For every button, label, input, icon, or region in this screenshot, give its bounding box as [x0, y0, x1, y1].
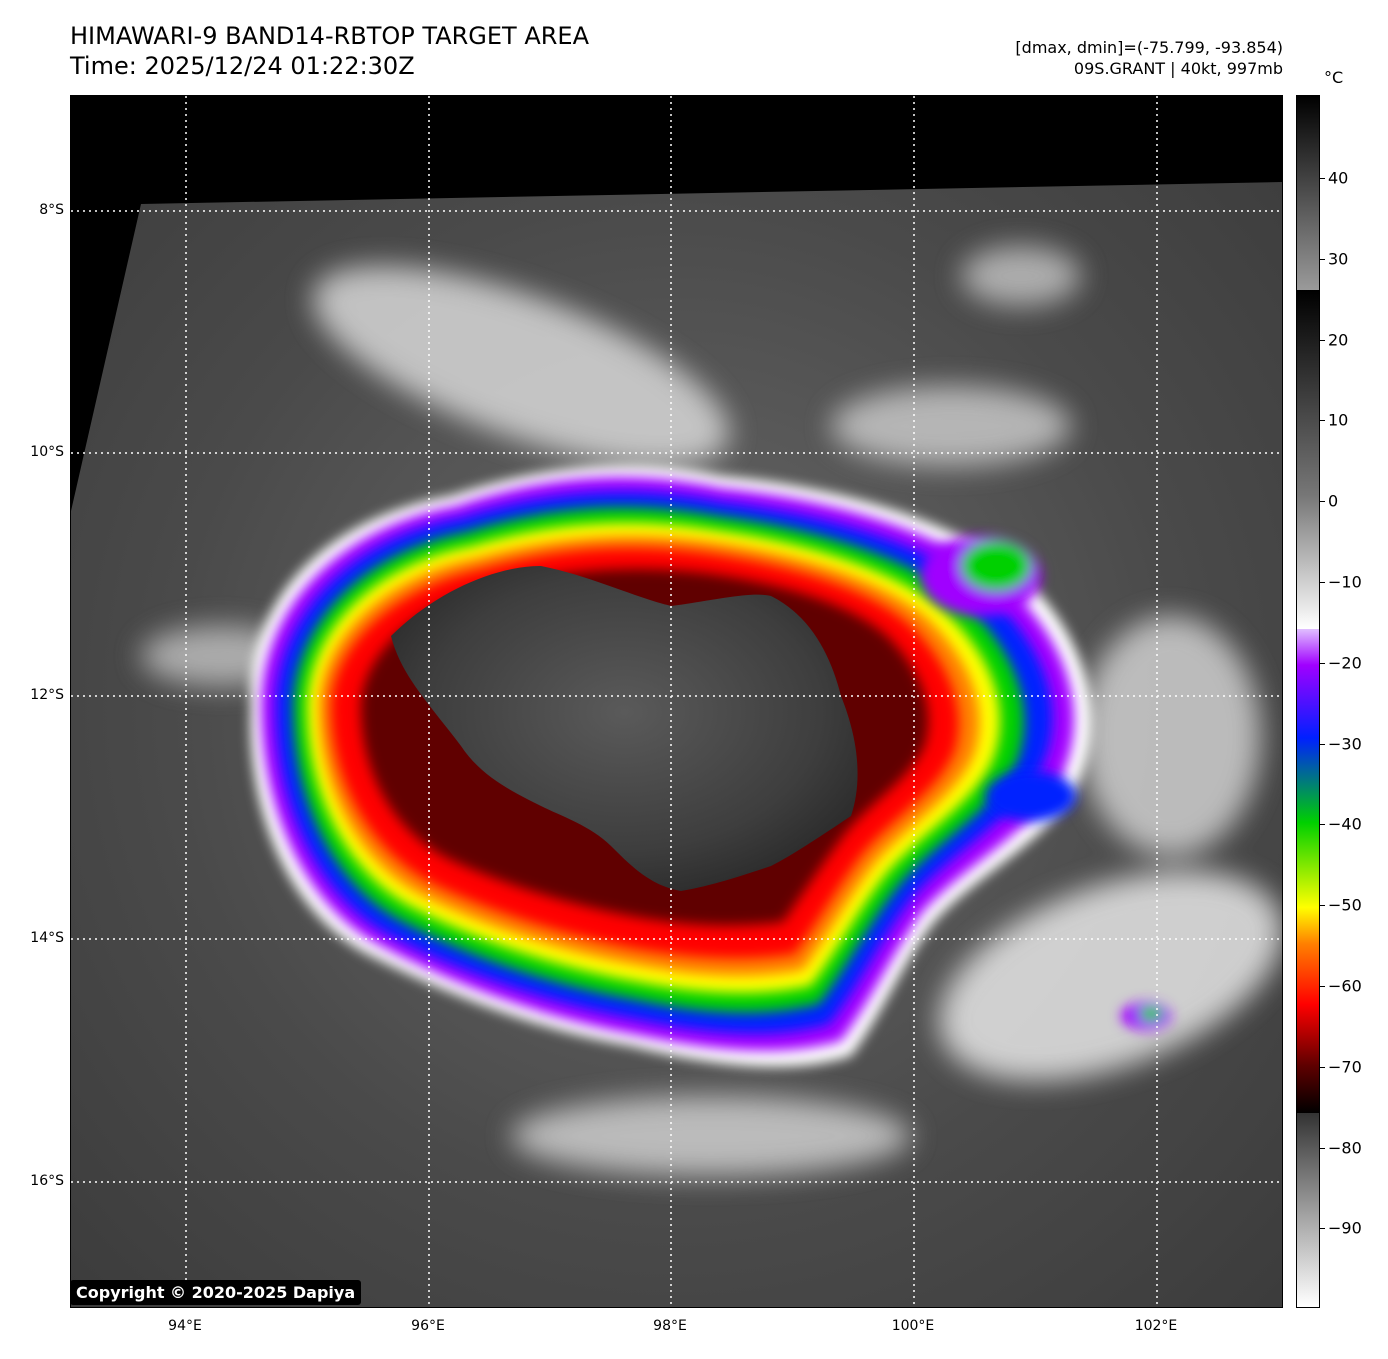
colorbar-tick	[1320, 743, 1325, 745]
colorbar-label: −10	[1328, 572, 1362, 592]
lat-label-16s: 16°S	[30, 1173, 64, 1189]
colorbar-tick	[1320, 420, 1325, 422]
colorbar-label: −70	[1328, 1057, 1362, 1077]
lon-label-94e: 94°E	[168, 1318, 202, 1334]
satellite-image	[70, 95, 1283, 1308]
colorbar-label: −50	[1328, 895, 1362, 915]
lon-label-96e: 96°E	[411, 1318, 445, 1334]
colorbar-tick	[1320, 905, 1325, 907]
colorbar-label: 0	[1328, 491, 1339, 511]
colorbar-tick	[1320, 986, 1325, 987]
cloud-bands	[141, 246, 1282, 1176]
gridlines	[71, 96, 1282, 1307]
colorbar-tick	[1320, 1147, 1325, 1149]
map-time: Time: 2025/12/24 01:22:30Z	[70, 52, 415, 80]
colorbar-tick	[1320, 662, 1325, 664]
infrared-imagery	[71, 96, 1282, 1307]
colorbar-tick	[1320, 1228, 1325, 1230]
colorbar-label: 30	[1328, 249, 1349, 269]
colorbar-tick	[1320, 582, 1325, 583]
colorbar-tick	[1320, 258, 1325, 260]
lon-label-102e: 102°E	[1134, 1318, 1178, 1334]
colorbar-label: −20	[1328, 653, 1362, 673]
colorbar-label: 20	[1328, 330, 1349, 350]
colorbar-label: −40	[1328, 814, 1362, 834]
no-data-region	[71, 96, 1282, 511]
colorbar-label: 10	[1328, 410, 1349, 430]
colorbar-tick	[1320, 339, 1325, 341]
colorbar-label: −60	[1328, 976, 1362, 996]
copyright-notice: Copyright © 2020-2025 Dapiya	[70, 1280, 362, 1305]
colorbar-tick	[1320, 824, 1325, 826]
outer-convection	[921, 536, 1171, 1030]
temperature-range: [dmax, dmin]=(-75.799, -93.854)	[1015, 38, 1283, 57]
colorbar-label: 40	[1328, 168, 1349, 188]
colorbar-tick	[1320, 501, 1325, 503]
colorbar-label: −80	[1328, 1138, 1362, 1158]
lat-label-8s: 8°S	[39, 202, 64, 218]
colorbar-unit: °C	[1324, 68, 1344, 87]
colorbar-label: −30	[1328, 734, 1362, 754]
colorbar-tick	[1320, 178, 1325, 179]
lon-label-98e: 98°E	[653, 1318, 687, 1334]
storm-info: 09S.GRANT | 40kt, 997mb	[1073, 59, 1283, 78]
lat-label-12s: 12°S	[30, 687, 64, 703]
colorbar-tick	[1320, 1066, 1325, 1068]
lat-label-14s: 14°S	[30, 930, 64, 946]
lat-label-10s: 10°S	[30, 444, 64, 460]
map-title: HIMAWARI-9 BAND14-RBTOP TARGET AREA	[70, 22, 590, 50]
storm-cloud-shield	[250, 465, 1092, 1067]
colorbar	[1296, 95, 1320, 1308]
colorbar-label: −90	[1328, 1218, 1362, 1238]
lon-label-100e: 100°E	[891, 1318, 935, 1334]
